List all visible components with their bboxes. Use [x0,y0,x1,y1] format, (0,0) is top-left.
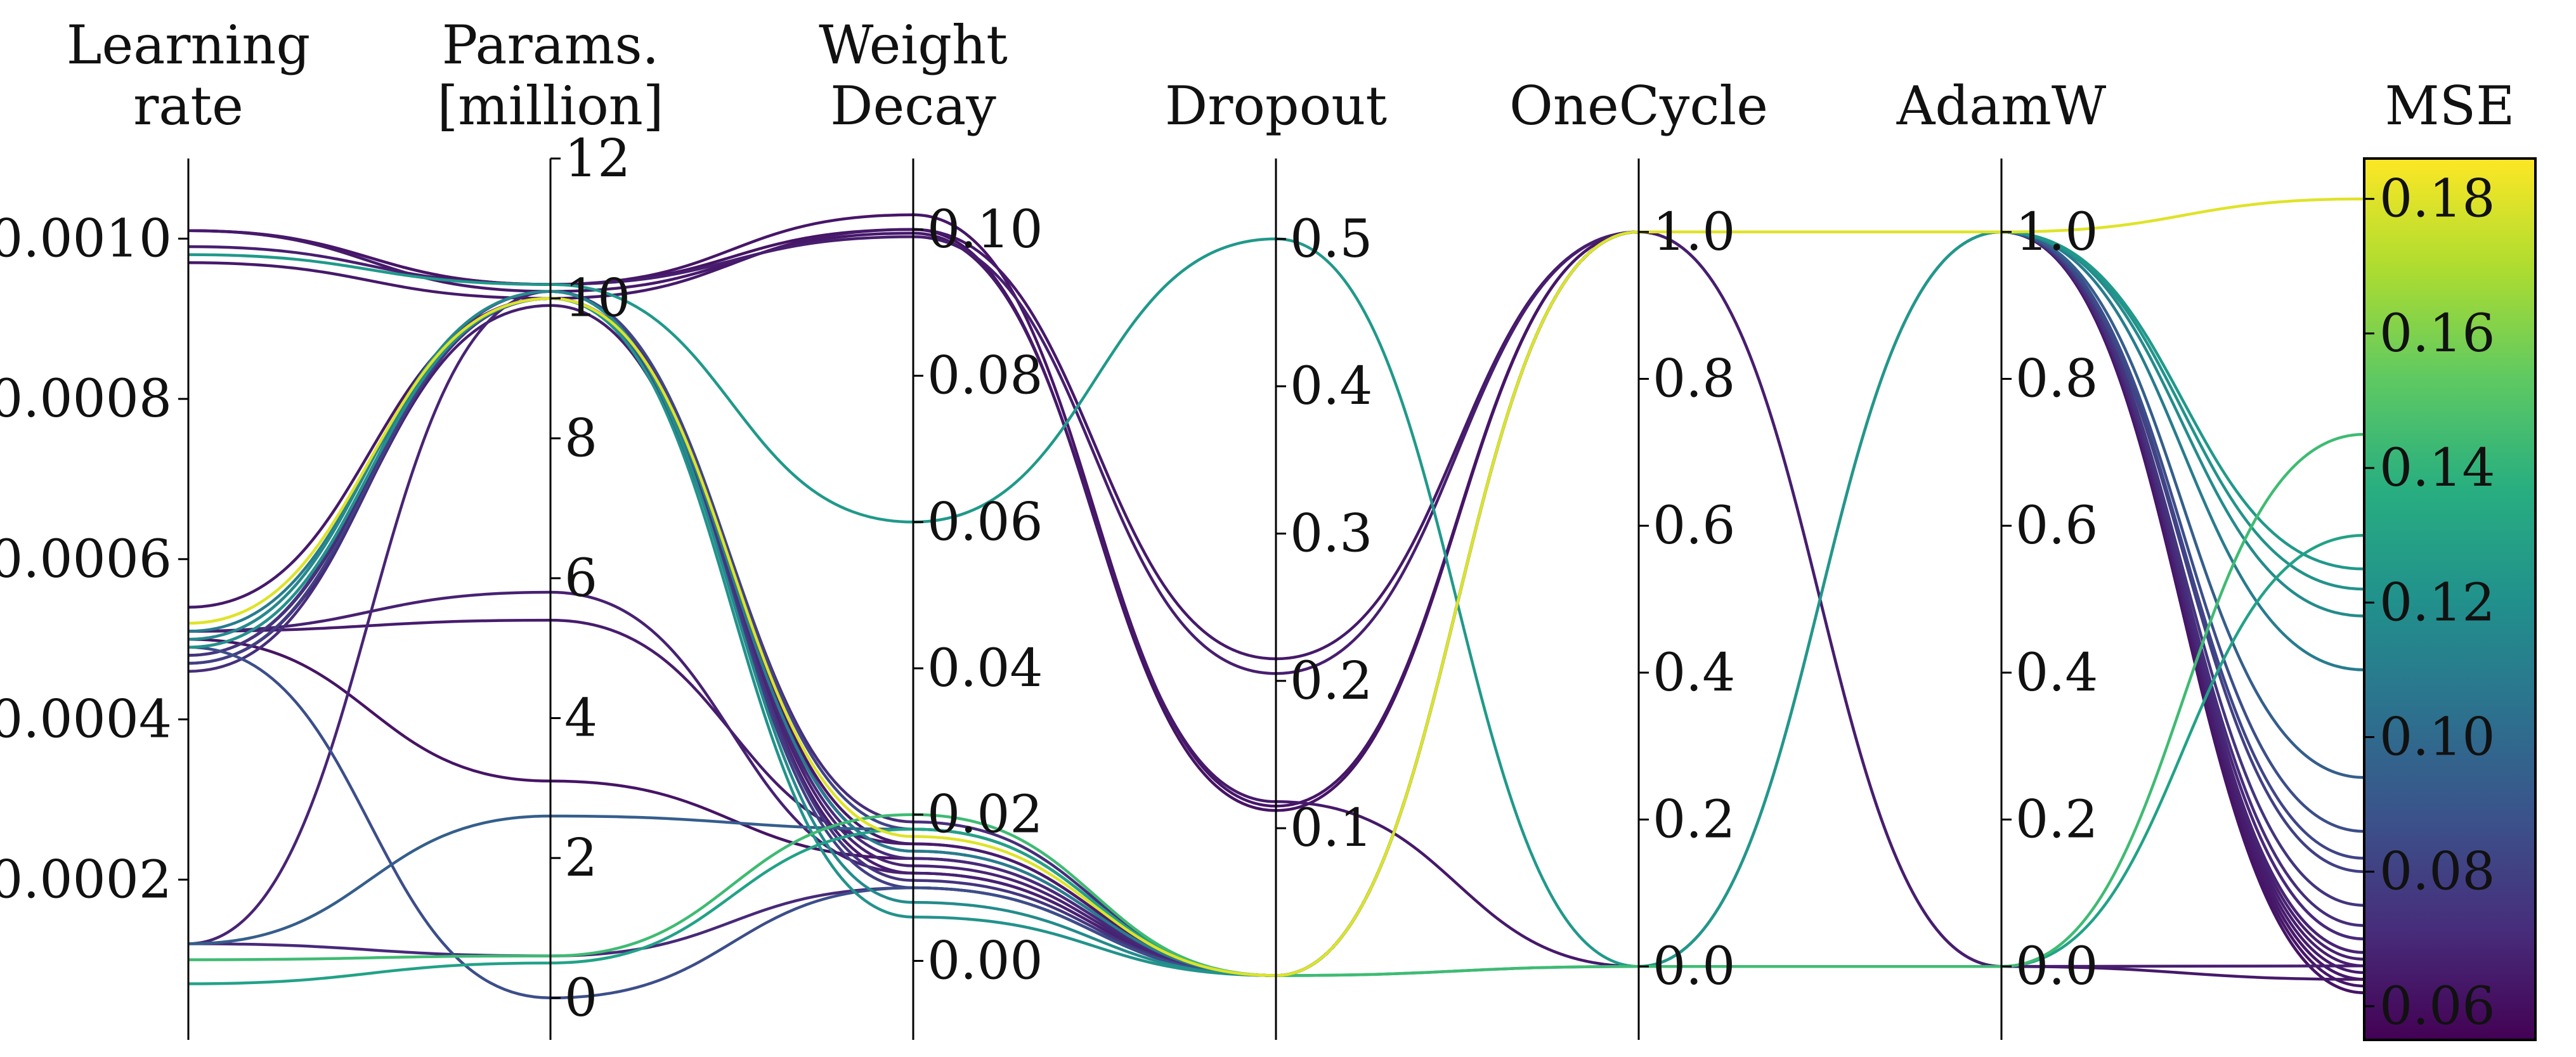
colorbar-tick-label: 0.18 [2379,169,2495,230]
axis-title-params: [million] [437,75,663,137]
tick-label: 0.0 [1653,937,1735,997]
tick-label: 0.8 [1653,349,1735,410]
axis-mse: MSE [2385,75,2515,137]
tick-label: 0.1 [1290,798,1372,859]
axis-title-adamw: AdamW [1896,75,2107,137]
tick-label: 1.0 [1653,202,1735,263]
colorbar-tick-label: 0.06 [2379,976,2495,1037]
tick-label: 6 [564,548,597,609]
tick-label: 2 [564,828,597,888]
tick-label: 0.10 [927,200,1043,260]
axis-dropout: Dropout 0.1 0.2 0.3 0.4 0.5 [1165,75,1388,1040]
tick-label: 0.0004 [0,690,172,750]
axis-title-lr: rate [133,75,244,137]
tick-label: 0.08 [927,346,1043,406]
axis-title-wd: Decay [830,75,996,137]
axis-title-dropout: Dropout [1165,75,1388,137]
colorbar-tick-label: 0.12 [2379,573,2495,633]
tick-label: 0.0 [2015,937,2098,997]
tick-label: 0.4 [1290,356,1372,417]
tick-label: 0.6 [1653,496,1735,556]
tick-label: 0.0006 [0,529,172,590]
tick-label: 0.0002 [0,850,172,910]
colorbar: 0.06 0.08 0.10 0.12 0.14 0.16 0.18 [2363,157,2537,1041]
tick-label: 0.0010 [0,209,172,269]
tick-label: 0.5 [1290,209,1372,269]
tick-label: 0.0008 [0,369,172,429]
axis-params: Params.[million] 0 2 4 6 8 10 12 [437,14,664,1040]
tick-label: 0.3 [1290,503,1372,564]
tick-label: 0.8 [2015,349,2098,410]
tick-label: 0.6 [2015,496,2098,556]
colorbar-tick-label: 0.10 [2379,708,2495,768]
tick-label: 0.00 [927,931,1043,991]
tick-label: 0.2 [1290,651,1372,711]
run-line [188,197,2365,977]
tick-label: 0.04 [927,639,1043,699]
axis-title-params: Params. [442,14,660,76]
colorbar-tick-label: 0.08 [2379,842,2495,902]
colorbar-gradient [2363,157,2537,1041]
run-line [188,230,2365,968]
tick-label: 0.4 [1653,643,1735,703]
tick-label: 0.2 [1653,790,1735,850]
axis-title-lr: Learning [67,14,311,76]
tick-label: 0.02 [927,785,1043,845]
colorbar-tick-label: 0.16 [2379,304,2495,364]
tick-label: 1.0 [2015,202,2098,263]
axis-title-onecycle: OneCycle [1509,75,1768,137]
tick-label: 0 [564,968,597,1028]
tick-label: 4 [564,689,597,749]
tick-label: 10 [564,269,630,329]
tick-label: 0.2 [2015,790,2098,850]
tick-label: 8 [564,408,597,469]
run-line [188,432,2365,977]
axis-adamw: AdamW 0.0 0.2 0.4 0.6 0.8 1.0 [1896,75,2107,1040]
tick-label: 0.06 [927,492,1043,552]
axis-title-wd: Weight [819,14,1008,76]
axes-layer: Learningrate0.00020.00040.00060.00080.00… [0,14,2514,1040]
axis-title-mse: MSE [2385,75,2515,137]
axis-onecycle: OneCycle 0.0 0.2 0.4 0.6 0.8 1.0 [1509,75,1768,1040]
colorbar-tick-label: 0.14 [2379,438,2495,498]
tick-label: 0.4 [2015,643,2098,703]
tick-label: 12 [564,129,630,189]
